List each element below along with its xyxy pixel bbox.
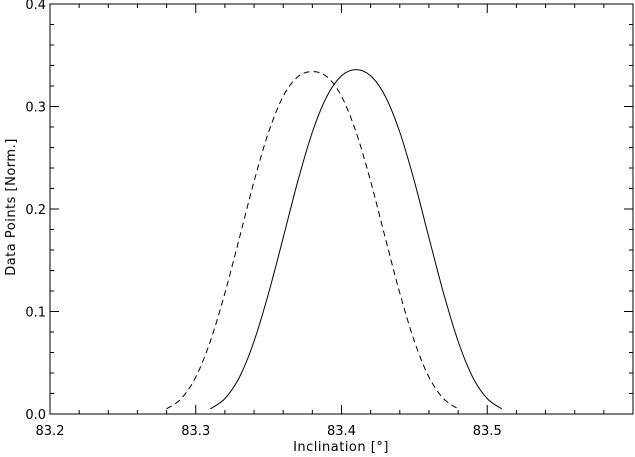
y-tick-label: 0.1 [25, 306, 46, 321]
y-tick-label: 0.3 [25, 101, 46, 116]
y-axis-title: Data Points [Norm.] [4, 138, 19, 276]
plot-frame [49, 3, 634, 415]
x-tick-label: 83.4 [327, 424, 356, 439]
y-tick-label: 0.4 [25, 0, 46, 13]
x-tick-label: 83.2 [36, 424, 65, 439]
series-solid-line [210, 69, 503, 410]
series-dashed-line [166, 71, 459, 410]
x-axis-title: Inclination [°] [293, 440, 389, 455]
x-tick-label: 83.5 [473, 424, 502, 439]
x-tick-label: 83.3 [181, 424, 210, 439]
y-tick-label: 0.0 [25, 408, 46, 423]
plot-area: 83.2 83.3 83.4 83.5 0.0 0.1 0.2 0.3 0.4 [25, 0, 634, 439]
y-tick-label: 0.2 [25, 203, 46, 218]
